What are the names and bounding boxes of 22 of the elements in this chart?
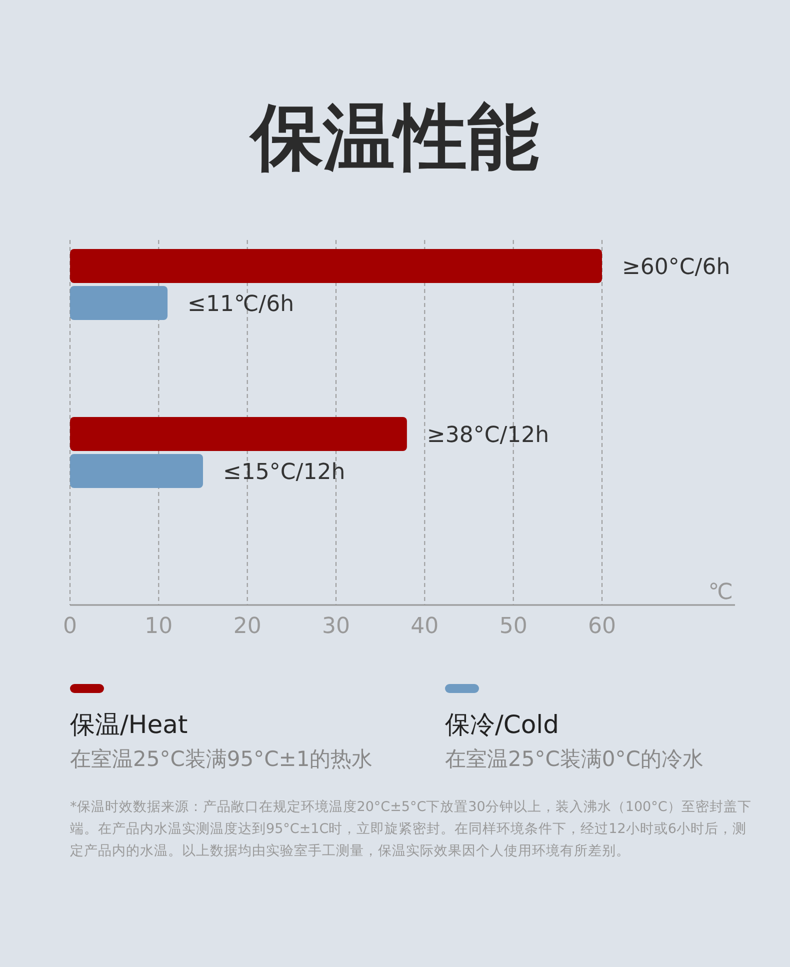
data-label: ≥38°C/12h (426, 423, 550, 448)
bar (70, 286, 168, 320)
data-label: ≤11℃/6h (188, 292, 294, 317)
legend-label: 保冷/Cold (445, 710, 559, 739)
legend-label: 保温/Heat (70, 710, 188, 739)
data-label: ≥60°C/6h (622, 255, 730, 280)
x-tick-label: 10 (144, 614, 173, 639)
text: *保温时效数据来源：产品敞口在规定环境温度20°C±5°C下放置30分钟以上，装入沸水（100°C）至密封盖下端。在产品内水温实测温度达到95°C±1C时，立即旋紧密封。在同样环境条件下，经过12小时或6小时后，测定产品内的水温。以上数据均由实验室手工测量，保温实际效果因个人使用环境有所差别。 (70, 799, 752, 859)
x-tick-label: 60 (588, 614, 616, 639)
data-label: ≤15°C/12h (223, 460, 346, 485)
x-tick-label: 20 (233, 614, 262, 639)
text: 在室温25°C装满95°C±1的热水 (70, 747, 373, 771)
x-axis-title: ℃ (708, 580, 733, 605)
chart-title: 保温性能 (248, 95, 539, 179)
bar (70, 417, 407, 451)
x-tick-label: 40 (410, 614, 439, 639)
x-tick-label: 50 (499, 614, 528, 639)
bar (70, 454, 203, 488)
x-tick-label: 30 (322, 614, 350, 639)
text: 在室温25°C装满0°C的冷水 (445, 747, 704, 771)
x-tick-label: 0 (63, 614, 77, 639)
bar (70, 249, 602, 283)
